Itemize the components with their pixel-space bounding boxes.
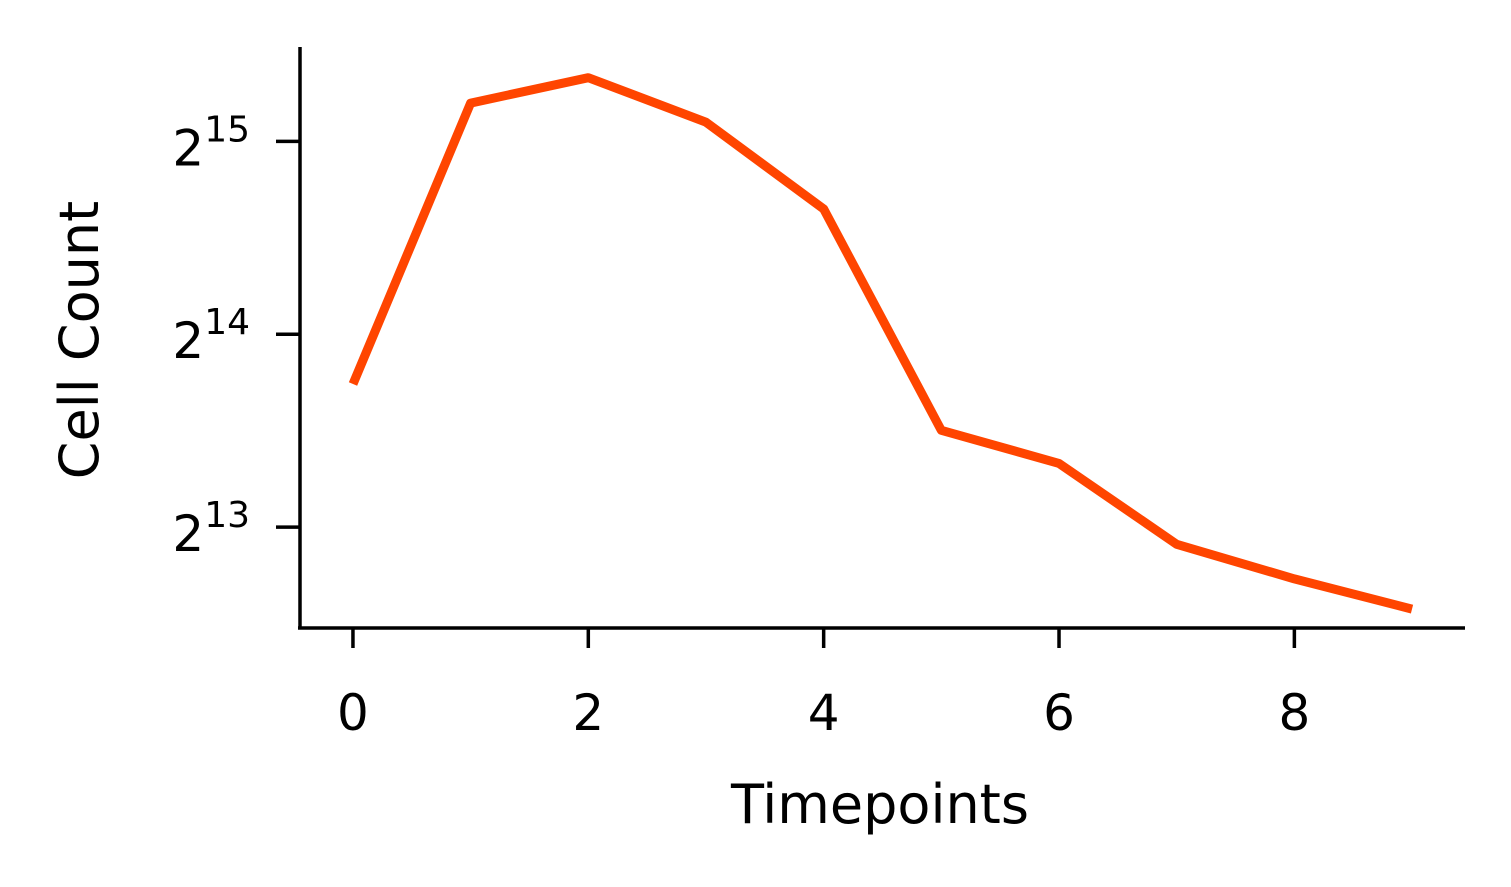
series-line-0 bbox=[348, 73, 1414, 614]
ticks: 0 2 4 6 8 213 214 215 bbox=[172, 109, 1310, 742]
x-tick-label: 2 bbox=[572, 684, 604, 742]
x-tick-label: 6 bbox=[1043, 684, 1075, 742]
axes bbox=[298, 47, 1465, 630]
x-tick-label: 4 bbox=[808, 684, 840, 742]
y-tick-label: 214 bbox=[172, 302, 250, 370]
y-axis-label: Cell Count bbox=[48, 201, 111, 479]
y-tick-label: 213 bbox=[172, 495, 250, 563]
y-tick-label: 215 bbox=[172, 109, 250, 177]
x-tick-label: 8 bbox=[1278, 684, 1310, 742]
x-tick-label: 0 bbox=[337, 684, 369, 742]
plot-area bbox=[348, 73, 1414, 614]
x-axis-label: Timepoints bbox=[730, 773, 1029, 836]
